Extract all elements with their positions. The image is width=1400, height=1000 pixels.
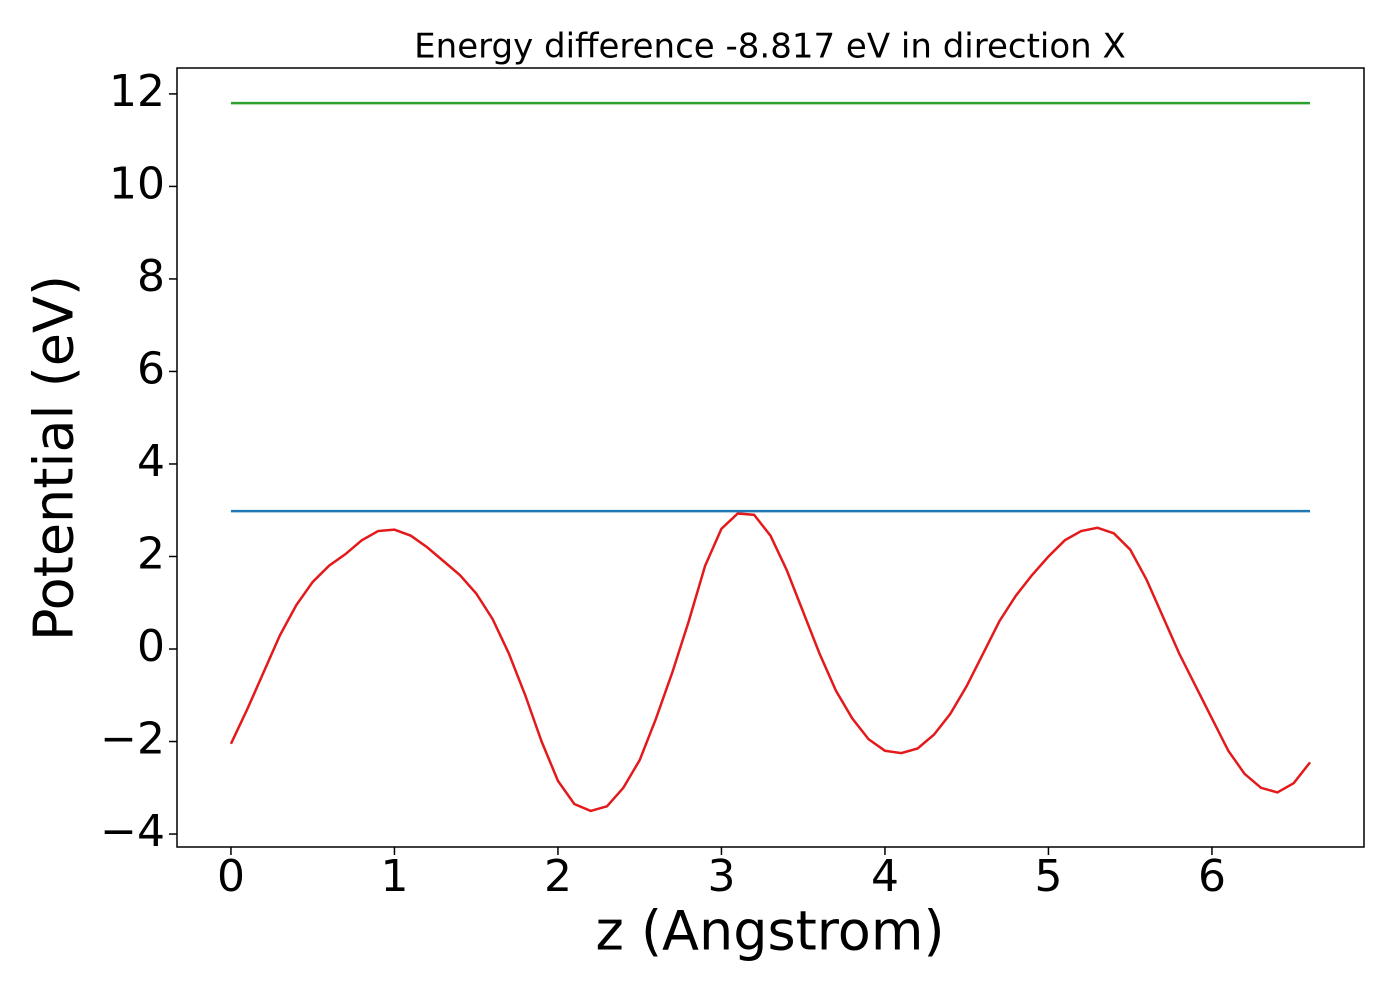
y-tick-label: −2 [100, 714, 165, 765]
y-tick-label: 4 [137, 436, 165, 487]
y-tick-label: 6 [137, 343, 165, 394]
x-tick-label: 3 [707, 851, 735, 902]
chart-title: Energy difference -8.817 eV in direction… [414, 27, 1126, 67]
x-tick-label: 0 [217, 851, 245, 902]
y-tick-label: 0 [137, 621, 165, 672]
y-tick-label: 10 [109, 158, 165, 209]
plot-frame [176, 67, 1365, 848]
x-tick-label: 5 [1034, 851, 1062, 902]
y-tick-label: 2 [137, 528, 165, 579]
y-tick-label: 12 [109, 66, 165, 117]
x-tick-label: 2 [544, 851, 572, 902]
line [229, 512, 1312, 813]
y-tick-label: 8 [137, 251, 165, 302]
x-tick-label: 1 [380, 851, 408, 902]
y-tick-label: −4 [100, 806, 165, 857]
x-tick-label: 6 [1198, 851, 1226, 902]
x-axis-label: z (Angstrom) [595, 900, 944, 963]
y-axis-label: Potential (eV) [23, 275, 86, 641]
x-tick-label: 4 [871, 851, 899, 902]
